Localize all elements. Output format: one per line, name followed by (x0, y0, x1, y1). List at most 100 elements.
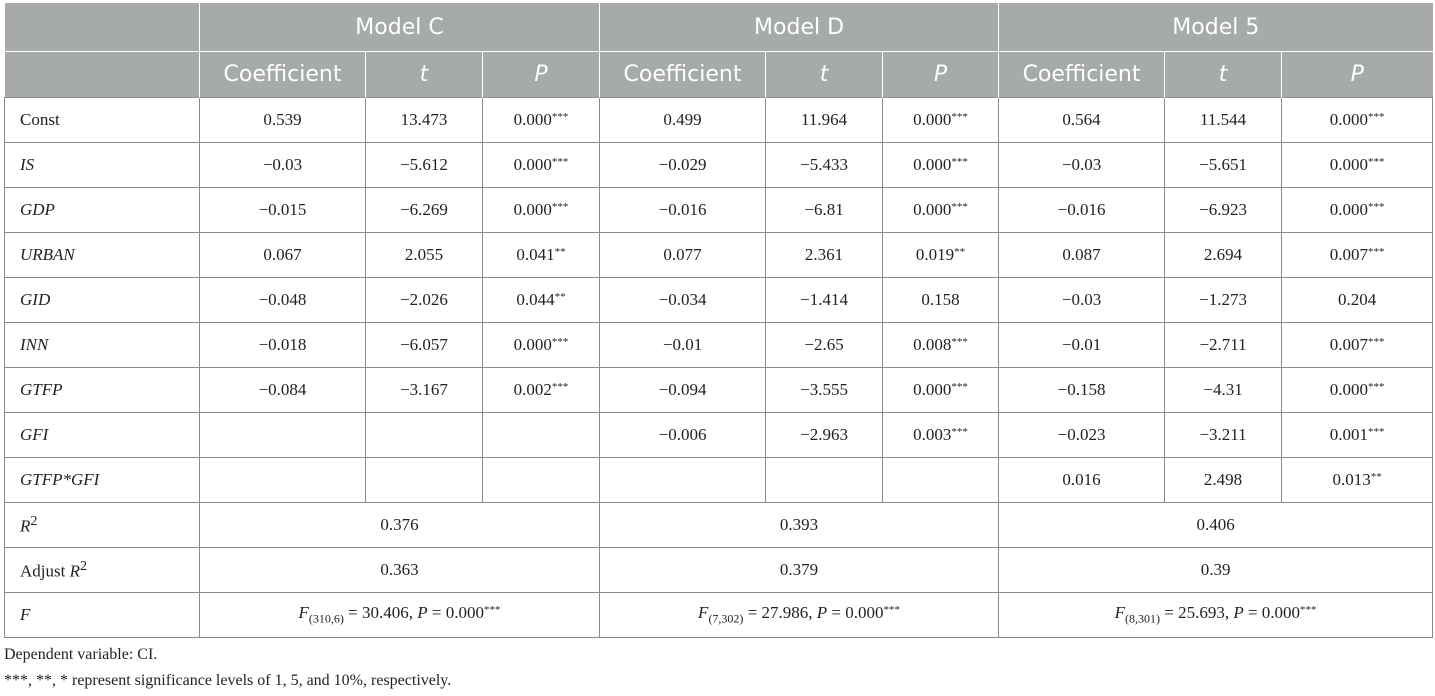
significance-stars: *** (1367, 111, 1385, 123)
table-cell: 0.067 (199, 232, 366, 278)
table-cell (481, 412, 601, 458)
table-cell: −0.084 (199, 367, 366, 413)
r2-row: R2 0.376 0.393 0.406 (4, 502, 1434, 548)
table-cell: 0.016 (998, 457, 1166, 503)
table-cell: −5.433 (765, 142, 884, 188)
significance-stars: *** (951, 426, 968, 438)
row-label: Adjust R2 (4, 547, 200, 593)
significance-stars: *** (1367, 426, 1385, 438)
table-cell: −0.158 (998, 367, 1166, 413)
table-cell: 11.544 (1164, 97, 1283, 143)
header-corner (4, 51, 200, 98)
f-statistic-value: F(7,302) = 27.986, P = 0.000*** (599, 592, 1000, 638)
col-header-p: P (1281, 51, 1433, 98)
p-value-cell: 0.000*** (882, 142, 1000, 188)
col-header-p: P (882, 51, 1000, 98)
table-row: GTFP*GFI 0.016 2.498 0.013** (4, 457, 1434, 503)
significance-stars: *** (1367, 201, 1385, 213)
table-cell: −3.555 (765, 367, 884, 413)
table-cell: −0.048 (199, 277, 366, 323)
p-value-cell: 0.003*** (882, 412, 1000, 458)
table-cell: 2.694 (1164, 232, 1283, 278)
table-cell: −3.211 (1164, 412, 1283, 458)
row-label: URBAN (4, 232, 200, 278)
table-cell (199, 412, 366, 458)
significance-stars: ** (554, 291, 566, 303)
table-header: Model C Model D Model 5 Coefficient t P … (4, 3, 1433, 98)
table-cell (481, 457, 601, 503)
p-value-cell: 0.000*** (481, 187, 601, 233)
table-cell: −5.612 (365, 142, 483, 188)
table-cell: −2.65 (765, 322, 884, 368)
table-cell: −0.01 (998, 322, 1166, 368)
row-label: IS (4, 142, 200, 188)
significance-stars: *** (551, 381, 569, 393)
table-cell: 2.055 (365, 232, 483, 278)
model-header: Model C (199, 3, 601, 52)
table-cell: −0.03 (998, 277, 1166, 323)
col-header-coefficient: Coefficient (599, 51, 767, 98)
significance-stars: *** (1367, 336, 1385, 348)
col-header-t: t (365, 51, 483, 98)
significance-stars: *** (1367, 156, 1385, 168)
table-cell: 13.473 (365, 97, 483, 143)
table-cell (365, 412, 483, 458)
p-value-cell: 0.041** (481, 232, 601, 278)
significance-stars: *** (951, 201, 968, 213)
significance-stars: *** (951, 156, 968, 168)
row-label: R2 (4, 502, 200, 548)
row-label: GFI (4, 412, 200, 458)
table-cell (882, 457, 1000, 503)
footnote-dependent: Dependent variable: CI. (4, 646, 158, 663)
p-value-cell: 0.000*** (882, 367, 1000, 413)
p-value-cell: 0.000*** (882, 187, 1000, 233)
col-header-t: t (1164, 51, 1283, 98)
p-value-cell: 0.007*** (1281, 322, 1434, 368)
table-cell: −0.006 (599, 412, 767, 458)
table-cell (765, 457, 884, 503)
regression-table: Model C Model D Model 5 Coefficient t P … (4, 3, 1434, 638)
table-cell: 0.204 (1281, 277, 1434, 323)
table-cell: −5.651 (1164, 142, 1283, 188)
table-cell: 0.564 (998, 97, 1166, 143)
significance-stars: *** (551, 201, 569, 213)
p-value-cell: 0.000*** (1281, 97, 1434, 143)
significance-stars: *** (951, 111, 968, 123)
table-cell: −0.023 (998, 412, 1166, 458)
significance-stars: *** (1367, 381, 1385, 393)
adjusted-r2-value: 0.39 (998, 547, 1434, 593)
row-label: INN (4, 322, 200, 368)
table-cell: −0.034 (599, 277, 767, 323)
significance-stars: *** (551, 156, 569, 168)
f-statistic-value: F(8,301) = 25.693, P = 0.000*** (998, 592, 1434, 638)
table-cell: −2.963 (765, 412, 884, 458)
significance-stars: *** (551, 336, 569, 348)
model-header: Model 5 (998, 3, 1433, 52)
table-cell: −2.711 (1164, 322, 1283, 368)
table-body: Const 0.539 13.473 0.000*** 0.499 11.964 0.000… (4, 97, 1434, 638)
table-row: GDP −0.015 −6.269 0.000*** −0.016 −6.81 0.000*… (4, 187, 1434, 233)
table-cell (599, 457, 767, 503)
table-cell: 0.158 (882, 277, 1000, 323)
table-cell: 0.539 (199, 97, 366, 143)
significance-stars: ** (1370, 471, 1382, 483)
adjusted-r2-row: Adjust R2 0.363 0.379 0.39 (4, 547, 1434, 593)
table-row: Const 0.539 13.473 0.000*** 0.499 11.964 0.000… (4, 97, 1434, 143)
table-cell (365, 457, 483, 503)
p-value-cell: 0.002*** (481, 367, 601, 413)
table-row: GFI −0.006 −2.963 0.003*** −0.023 −3.211 0.001… (4, 412, 1434, 458)
p-value-cell: 0.008*** (882, 322, 1000, 368)
significance-stars: *** (951, 381, 968, 393)
table-cell: −1.414 (765, 277, 884, 323)
table-cell: −0.01 (599, 322, 767, 368)
table-row: IS −0.03 −5.612 0.000*** −0.029 −5.433 0.000**… (4, 142, 1434, 188)
col-header-p: P (482, 51, 601, 98)
p-value-cell: 0.000*** (481, 97, 601, 143)
table-cell: −3.167 (365, 367, 483, 413)
table-cell: 2.498 (1164, 457, 1283, 503)
row-label: Const (4, 97, 200, 143)
significance-stars: *** (951, 336, 968, 348)
table-cell: −6.269 (365, 187, 483, 233)
table-cell: −0.016 (599, 187, 767, 233)
table-row: GID −0.048 −2.026 0.044** −0.034 −1.414 0.158−… (4, 277, 1434, 323)
